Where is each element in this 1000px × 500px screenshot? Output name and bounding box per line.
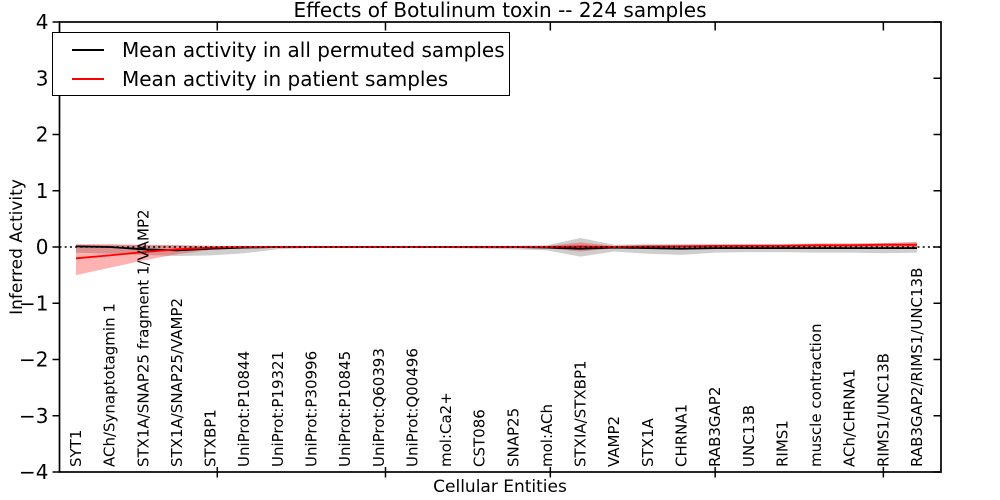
- category-label: UniProt:P10845: [336, 351, 354, 467]
- y-tick-label: −1: [19, 291, 48, 315]
- category-label: STX1A/SNAP25 fragment 1/VAMP2: [134, 209, 152, 467]
- y-tick-label: −4: [19, 460, 48, 484]
- legend-item-patient: Mean activity in patient samples: [53, 65, 509, 92]
- category-label: muscle contraction: [807, 324, 825, 468]
- category-label: RIMS1: [773, 420, 791, 467]
- y-tick-label: −3: [19, 404, 48, 428]
- y-tick-label: 3: [36, 66, 49, 90]
- category-label: mol:ACh: [538, 404, 556, 467]
- category-label: CHRNA1: [673, 404, 691, 467]
- category-label: ACh/CHRNA1: [841, 369, 859, 467]
- category-label: RIMS1/UNC13B: [874, 353, 892, 467]
- y-tick-label: −2: [19, 348, 48, 372]
- category-label: SYT1: [67, 430, 85, 467]
- category-label: UNC13B: [740, 405, 758, 467]
- category-label: STX1A/SNAP25/VAMP2: [168, 298, 186, 467]
- category-label: UniProt:P10844: [235, 351, 253, 467]
- category-label: CST086: [471, 409, 489, 467]
- category-label: STXIA/STXBP1: [572, 360, 590, 467]
- category-label: mol:Ca2+: [437, 392, 455, 467]
- category-label: VAMP2: [605, 416, 623, 467]
- category-label: SNAP25: [504, 408, 522, 467]
- legend-label: Mean activity in all permuted samples: [122, 37, 505, 62]
- y-tick-label: 4: [36, 10, 49, 34]
- category-label: RAB3GAP2/RIMS1/UNC13B: [908, 268, 926, 467]
- legend-item-permuted: Mean activity in all permuted samples: [53, 36, 509, 63]
- legend-line-sample-black: [72, 48, 104, 51]
- x-axis-label: Cellular Entities: [433, 477, 567, 497]
- y-tick-label: 1: [36, 179, 49, 203]
- legend-label: Mean activity in patient samples: [122, 66, 449, 91]
- y-tick-label: 0: [36, 235, 49, 259]
- category-label: UniProt:Q00496: [403, 348, 421, 467]
- category-label: STX1A: [639, 417, 657, 467]
- page-title: Effects of Botulinum toxin -- 224 sample…: [293, 0, 707, 22]
- legend-line-sample-red: [72, 77, 104, 80]
- category-label: UniProt:P19321: [269, 351, 287, 467]
- category-label: UniProt:Q60393: [370, 348, 388, 467]
- y-axis-label: Inferred Activity: [7, 179, 27, 315]
- legend: Mean activity in all permuted samples Me…: [52, 32, 510, 96]
- category-label: RAB3GAP2: [706, 387, 724, 467]
- y-tick-label: 2: [36, 123, 49, 147]
- category-label: STXBP1: [202, 409, 220, 467]
- category-label: UniProt:P30996: [302, 351, 320, 467]
- category-label: ACh/Synaptotagmin 1: [101, 303, 119, 467]
